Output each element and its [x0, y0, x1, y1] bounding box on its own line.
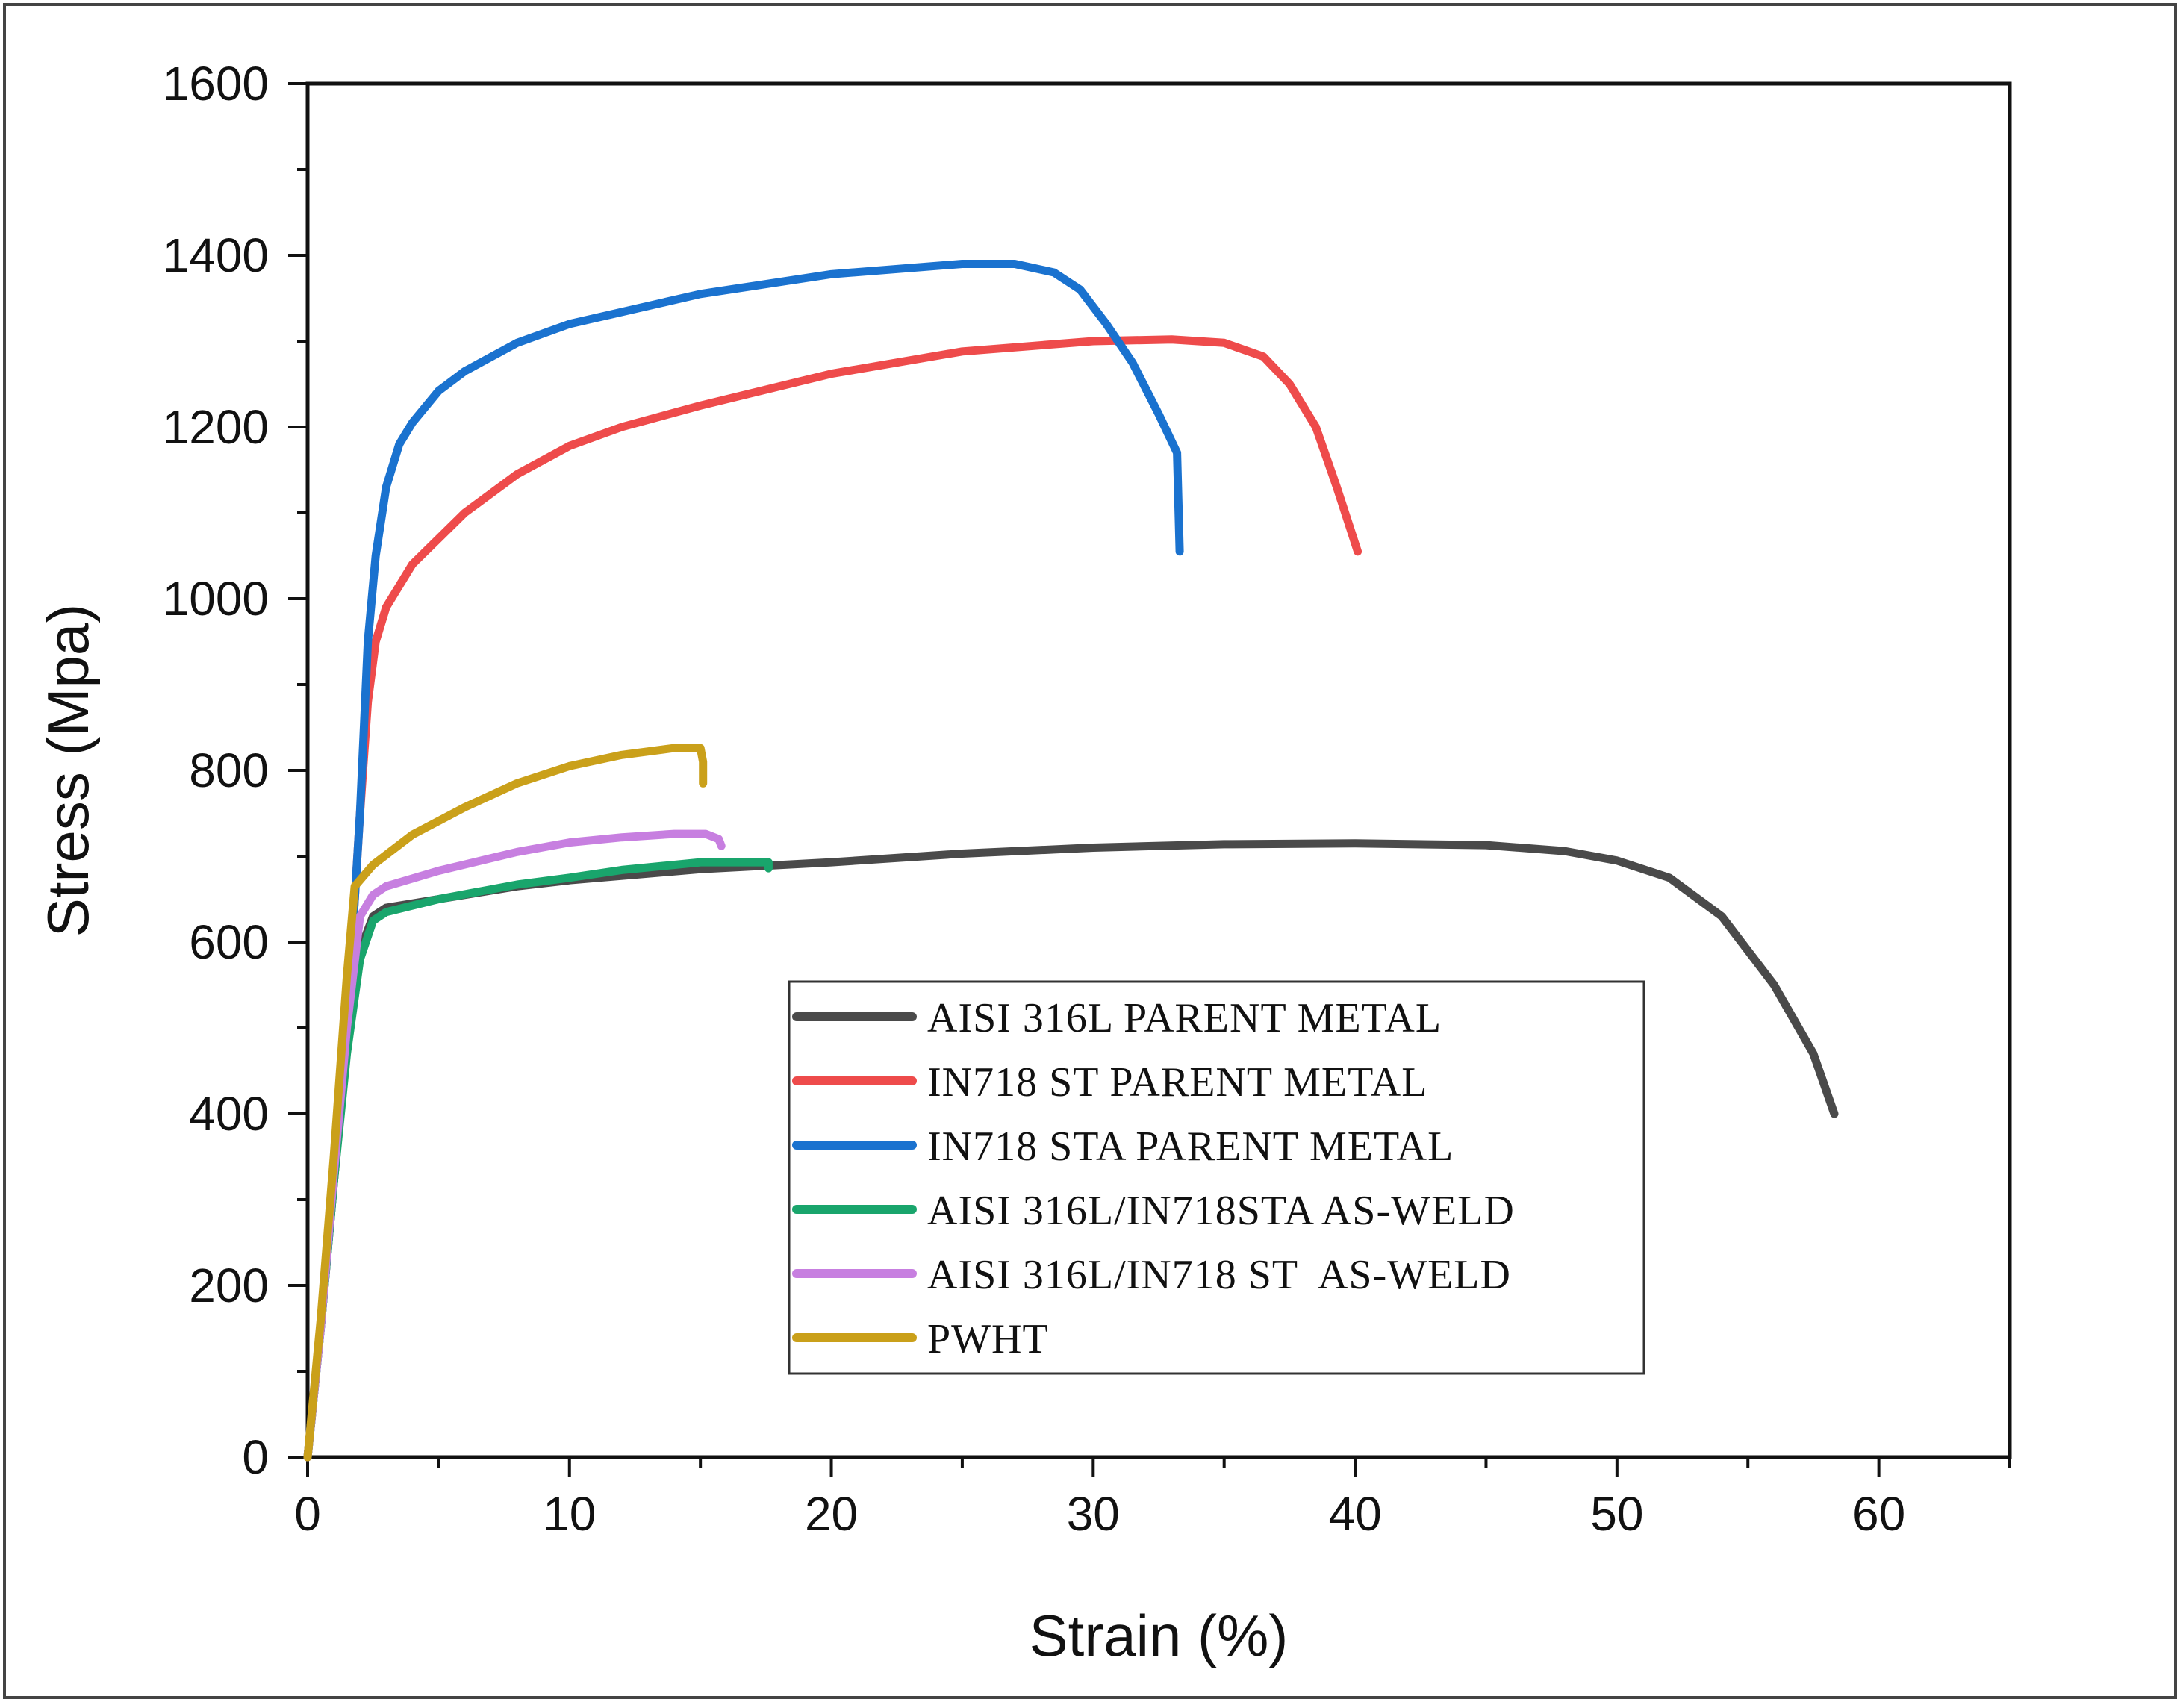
legend: AISI 316L PARENT METAL IN718 ST PARENT ME… [788, 980, 1645, 1375]
legend-label-6: PWHT [927, 1316, 1049, 1362]
y-tick-label: 1200 [163, 400, 269, 454]
y-tick-label: 400 [189, 1087, 269, 1141]
y-axis-title: Stress (Mpa) [35, 604, 101, 937]
x-tick-label: 30 [1067, 1487, 1120, 1541]
x-tick-label: 10 [543, 1487, 596, 1541]
legend-label-5: AISI 316L/IN718 ST AS-WELD [927, 1252, 1511, 1298]
y-tick-label: 1400 [163, 228, 269, 282]
y-tick-label: 800 [189, 744, 269, 797]
y-tick-label: 0 [242, 1430, 269, 1484]
legend-box [788, 980, 1645, 1375]
axis-ticks: 0 10 20 30 40 50 60020040060080010001200140016… [163, 57, 2011, 1541]
y-tick-label: 1000 [163, 572, 269, 626]
series-line-3 [303, 260, 1184, 1462]
x-tick-label: 0 [294, 1487, 321, 1541]
y-tick-label: 200 [189, 1259, 269, 1312]
x-axis-title: Strain (%) [1030, 1603, 1289, 1668]
x-tick-label: 40 [1328, 1487, 1381, 1541]
x-tick-label: 20 [805, 1487, 858, 1541]
legend-label-2: IN718 ST PARENT METAL [927, 1059, 1427, 1106]
legend-label-1: AISI 316L PARENT METAL [927, 995, 1442, 1041]
series-line-6 [303, 744, 708, 1462]
data-series [303, 260, 1839, 1462]
x-tick-label: 50 [1590, 1487, 1643, 1541]
y-tick-label: 1600 [163, 57, 269, 110]
legend-label-4: AISI 316L/IN718STA AS-WELD [927, 1188, 1515, 1234]
legend-label-3: IN718 STA PARENT METAL [927, 1123, 1454, 1170]
y-tick-label: 600 [189, 915, 269, 969]
x-tick-label: 60 [1852, 1487, 1905, 1541]
